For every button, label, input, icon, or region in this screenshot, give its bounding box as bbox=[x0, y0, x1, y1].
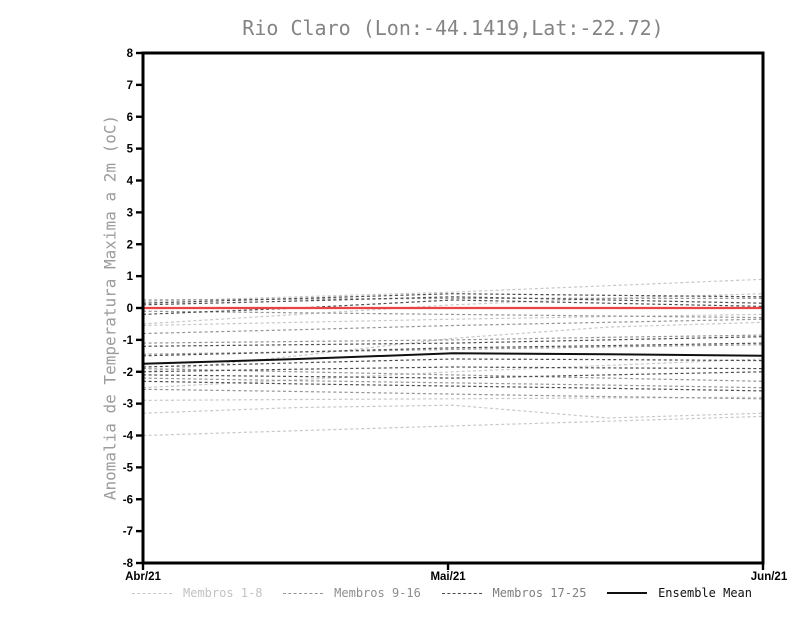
y-tick-label: 7 bbox=[127, 80, 133, 92]
legend-label-members-1-8: Membros 1-8 bbox=[183, 586, 263, 600]
y-tick-label: -5 bbox=[123, 462, 134, 474]
legend-item-members-1-8: Membros 1-8 bbox=[132, 586, 262, 600]
y-tick-label: 1 bbox=[127, 271, 134, 283]
member-line-group-2 bbox=[142, 318, 764, 335]
y-tick-label: -8 bbox=[123, 558, 134, 570]
member-line-group-2 bbox=[142, 377, 764, 389]
y-tick-label: -1 bbox=[123, 335, 134, 347]
legend-line-sample-ensemble-mean bbox=[607, 592, 648, 594]
member-line-group-1 bbox=[142, 313, 764, 327]
y-tick-label: 3 bbox=[127, 207, 133, 219]
member-line-group-3 bbox=[142, 358, 764, 368]
chart-title: Rio Claro (Lon:-44.1419,Lat:-22.72) bbox=[242, 16, 664, 40]
legend-label-ensemble-mean: Ensemble Mean bbox=[658, 586, 752, 600]
y-tick-label: 6 bbox=[127, 112, 133, 124]
y-tick-label: 4 bbox=[127, 176, 134, 188]
y-tick-label: -7 bbox=[123, 526, 133, 538]
y-tick-label: 2 bbox=[127, 239, 133, 251]
member-line-group-3 bbox=[142, 380, 764, 392]
member-line-group-2 bbox=[142, 368, 764, 382]
member-line-group-3 bbox=[142, 342, 764, 357]
legend-item-ensemble-mean: Ensemble Mean bbox=[607, 586, 752, 600]
legend-line-sample-members-17-25 bbox=[441, 592, 482, 594]
member-line-group-1 bbox=[142, 321, 764, 373]
legend-line-sample-members-1-8 bbox=[132, 592, 172, 594]
legend-item-members-17-25: Membros 17-25 bbox=[441, 586, 587, 600]
member-line-group-1 bbox=[142, 293, 764, 325]
x-tick-label: Jun/21 bbox=[751, 571, 788, 583]
member-line-group-1 bbox=[142, 404, 764, 419]
y-tick-label: -3 bbox=[123, 399, 133, 411]
member-line-group-1 bbox=[142, 278, 764, 303]
ensemble-mean-line bbox=[142, 352, 764, 365]
y-tick-label: 5 bbox=[127, 144, 134, 156]
member-line-group-3 bbox=[142, 299, 764, 315]
member-line-group-3 bbox=[142, 366, 764, 373]
legend: Membros 1-8 Membros 9-16 Membros 17-25 E… bbox=[132, 586, 752, 600]
member-line-group-1 bbox=[142, 358, 764, 389]
member-line-group-2 bbox=[142, 388, 764, 400]
member-line-group-1 bbox=[142, 415, 764, 437]
x-tick-label: Mai/21 bbox=[430, 571, 466, 583]
y-tick-label: -6 bbox=[123, 494, 133, 506]
x-tick-label: Abr/21 bbox=[125, 571, 161, 583]
y-tick-label: 8 bbox=[127, 48, 134, 60]
member-line-group-3 bbox=[142, 336, 764, 347]
member-line-group-3 bbox=[142, 371, 764, 379]
member-line-group-2 bbox=[142, 310, 764, 319]
member-line-group-3 bbox=[142, 296, 764, 306]
legend-item-members-9-16: Membros 9-16 bbox=[283, 586, 421, 600]
member-line-group-3 bbox=[142, 293, 764, 304]
legend-line-sample-members-9-16 bbox=[283, 592, 324, 594]
y-tick-label: -2 bbox=[123, 367, 133, 379]
member-line-group-2 bbox=[142, 334, 764, 344]
y-tick-label: 0 bbox=[127, 303, 133, 315]
legend-label-members-9-16: Membros 9-16 bbox=[334, 586, 421, 600]
legend-label-members-17-25: Membros 17-25 bbox=[492, 586, 587, 600]
y-tick-label: -4 bbox=[123, 431, 134, 443]
